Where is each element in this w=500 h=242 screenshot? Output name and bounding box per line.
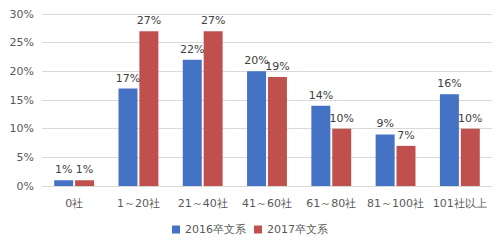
- svg-text:1%: 1%: [76, 163, 93, 176]
- svg-text:5%: 5%: [17, 151, 34, 164]
- svg-text:41～60社: 41～60社: [242, 197, 292, 210]
- svg-text:101社以上: 101社以上: [433, 197, 487, 210]
- svg-text:27%: 27%: [201, 14, 225, 27]
- svg-text:9%: 9%: [376, 117, 393, 130]
- svg-text:2017卒文系: 2017卒文系: [267, 223, 328, 236]
- svg-text:2016卒文系: 2016卒文系: [185, 223, 246, 236]
- svg-text:10%: 10%: [10, 122, 34, 135]
- svg-text:20%: 20%: [244, 54, 269, 68]
- svg-text:10%: 10%: [329, 112, 353, 125]
- svg-text:17%: 17%: [116, 72, 140, 85]
- svg-text:15%: 15%: [10, 94, 34, 107]
- svg-text:61～80社: 61～80社: [306, 197, 356, 210]
- svg-text:21～40社: 21～40社: [178, 197, 228, 210]
- svg-text:0社: 0社: [65, 197, 83, 210]
- svg-text:16%: 16%: [437, 77, 461, 90]
- svg-text:14%: 14%: [309, 89, 333, 102]
- svg-text:10%: 10%: [458, 112, 482, 125]
- svg-text:1%: 1%: [55, 163, 72, 176]
- svg-text:0%: 0%: [17, 180, 34, 193]
- svg-text:81～100社: 81～100社: [367, 197, 424, 210]
- svg-text:22%: 22%: [180, 43, 204, 56]
- svg-text:25%: 25%: [10, 36, 34, 49]
- svg-text:1～20社: 1～20社: [117, 197, 160, 210]
- svg-text:19%: 19%: [265, 60, 289, 73]
- svg-text:30%: 30%: [10, 8, 34, 21]
- svg-text:20%: 20%: [10, 65, 34, 78]
- svg-text:7%: 7%: [397, 129, 414, 142]
- svg-text:27%: 27%: [137, 14, 161, 27]
